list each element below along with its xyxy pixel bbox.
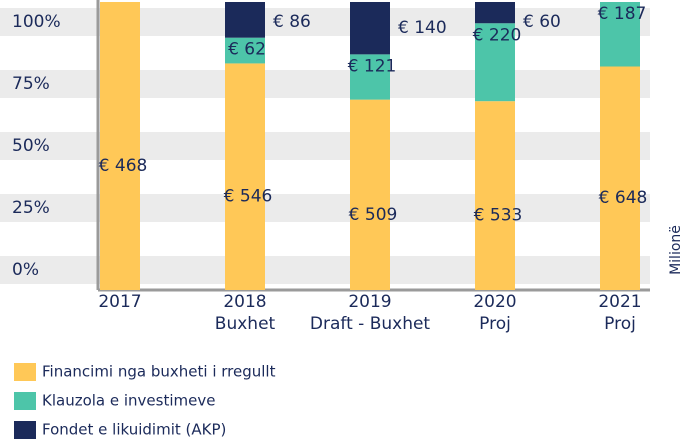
x-tick-label: Proj [479, 314, 511, 334]
legend-label: Klauzola e investimeve [42, 392, 215, 410]
bar-segment [600, 66, 640, 291]
data-label: € 60 [523, 12, 561, 32]
data-label: € 140 [398, 18, 447, 38]
bar-segment [475, 101, 515, 290]
data-label: € 509 [349, 205, 398, 225]
x-tick-label: 2018 [223, 292, 266, 312]
bar-segment [225, 37, 265, 64]
bar-segment [475, 23, 515, 102]
data-label: € 546 [224, 187, 273, 207]
y-tick-label: 0% [12, 260, 39, 280]
x-tick-label: Draft - Buxhet [310, 314, 431, 334]
legend-label: Financimi nga buxheti i rregullt [42, 363, 276, 381]
bar-segment [225, 63, 265, 291]
x-tick-label: Proj [604, 314, 636, 334]
data-label: € 468 [99, 156, 148, 176]
bar-segment [350, 2, 390, 55]
bar-segment [225, 2, 265, 38]
bar-segment [100, 2, 140, 290]
data-label: € 187 [598, 4, 647, 24]
y-tick-label: 50% [12, 136, 50, 156]
data-label: € 648 [599, 188, 648, 208]
x-tick-label: 2021 [598, 292, 641, 312]
data-label: € 121 [348, 56, 397, 76]
bar-segment [475, 2, 515, 24]
legend-swatch [14, 421, 36, 439]
bar-segment [350, 54, 390, 100]
y-tick-label: 100% [12, 12, 61, 32]
x-tick-label: 2017 [98, 292, 141, 312]
unit-label: Milionë [668, 225, 684, 275]
legend-swatch [14, 363, 36, 381]
x-tick-label: Buxhet [215, 314, 276, 334]
data-label: € 533 [474, 206, 523, 226]
bar-segment [600, 2, 640, 67]
bar-segment [350, 99, 390, 290]
legend-swatch [14, 392, 36, 410]
x-tick-label: 2020 [473, 292, 516, 312]
y-tick-label: 75% [12, 74, 50, 94]
legend-label: Fondet e likuidimit (AKP) [42, 421, 226, 439]
data-label: € 62 [228, 40, 266, 60]
data-label: € 220 [473, 25, 522, 45]
y-tick-label: 25% [12, 198, 50, 218]
x-tick-label: 2019 [348, 292, 391, 312]
data-label: € 86 [273, 12, 311, 32]
